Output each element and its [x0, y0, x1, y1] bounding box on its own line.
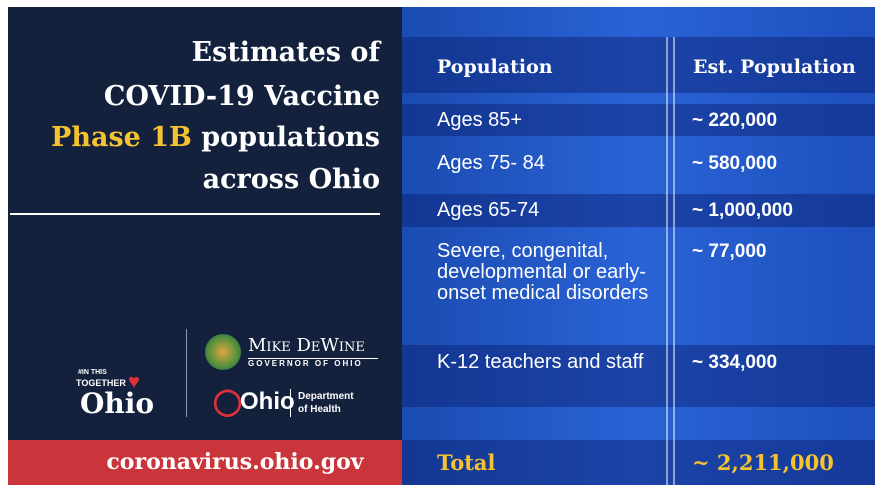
table-panel: Population Est. Population Total ~ 2,211…: [402, 7, 875, 485]
row-band: [402, 345, 875, 407]
population-cell: Ages 65-74: [437, 199, 540, 221]
title-text: populations: [201, 122, 380, 153]
seal-icon: [205, 334, 241, 370]
row-band: [402, 104, 875, 136]
header-band: [402, 37, 875, 93]
title-highlight: Phase 1B: [51, 122, 192, 153]
value-cell: ~ 334,000: [692, 352, 778, 373]
population-cell: Severe, congenital, developmental or ear…: [437, 240, 649, 304]
logo-together: TOGETHER: [76, 378, 126, 388]
header-cell: Population: [437, 56, 553, 78]
title-line: Estimates of: [191, 37, 380, 68]
heart-icon: ♥: [128, 371, 140, 393]
title-line: COVID-19 Vaccine: [103, 81, 380, 112]
row-band: [402, 440, 875, 485]
logo-small: #IN THIS: [78, 369, 107, 376]
value-cell: ~ 220,000: [692, 110, 778, 131]
footer-url: coronavirus.ohio.gov: [106, 449, 364, 475]
title-line: Phase 1B populations: [51, 122, 380, 153]
row-band: [402, 194, 875, 227]
divider: [10, 213, 380, 215]
dept-name: Department: [298, 391, 354, 402]
value-cell: ~ 580,000: [692, 153, 778, 174]
dept-ohio: ◯: [213, 386, 243, 416]
left-panel: Estimates of COVID-19 Vaccine Phase 1B p…: [8, 7, 402, 485]
title-line: across Ohio: [202, 164, 380, 195]
total-label: Total: [437, 450, 496, 475]
column-divider: [666, 37, 675, 485]
dept-ohio-text: Ohio: [240, 388, 295, 415]
logo-divider: [186, 329, 187, 417]
dept-sub: of Health: [298, 404, 341, 415]
logo-ohio: Ohio: [80, 387, 155, 420]
population-cell: Ages 85+: [437, 109, 523, 131]
population-cell: Ages 75- 84: [437, 152, 545, 174]
header-cell: Est. Population: [693, 56, 856, 78]
dept-divider: [290, 389, 291, 417]
value-cell: ~ 77,000: [692, 241, 767, 262]
footer-bar: coronavirus.ohio.gov: [8, 440, 402, 485]
governor-title: GOVERNOR OF OHIO: [248, 358, 378, 368]
governor-name: Mike DeWine: [248, 335, 365, 356]
total-value: ~ 2,211,000: [692, 450, 834, 475]
value-cell: ~ 1,000,000: [692, 200, 793, 221]
population-cell: K-12 teachers and staff: [437, 351, 644, 373]
